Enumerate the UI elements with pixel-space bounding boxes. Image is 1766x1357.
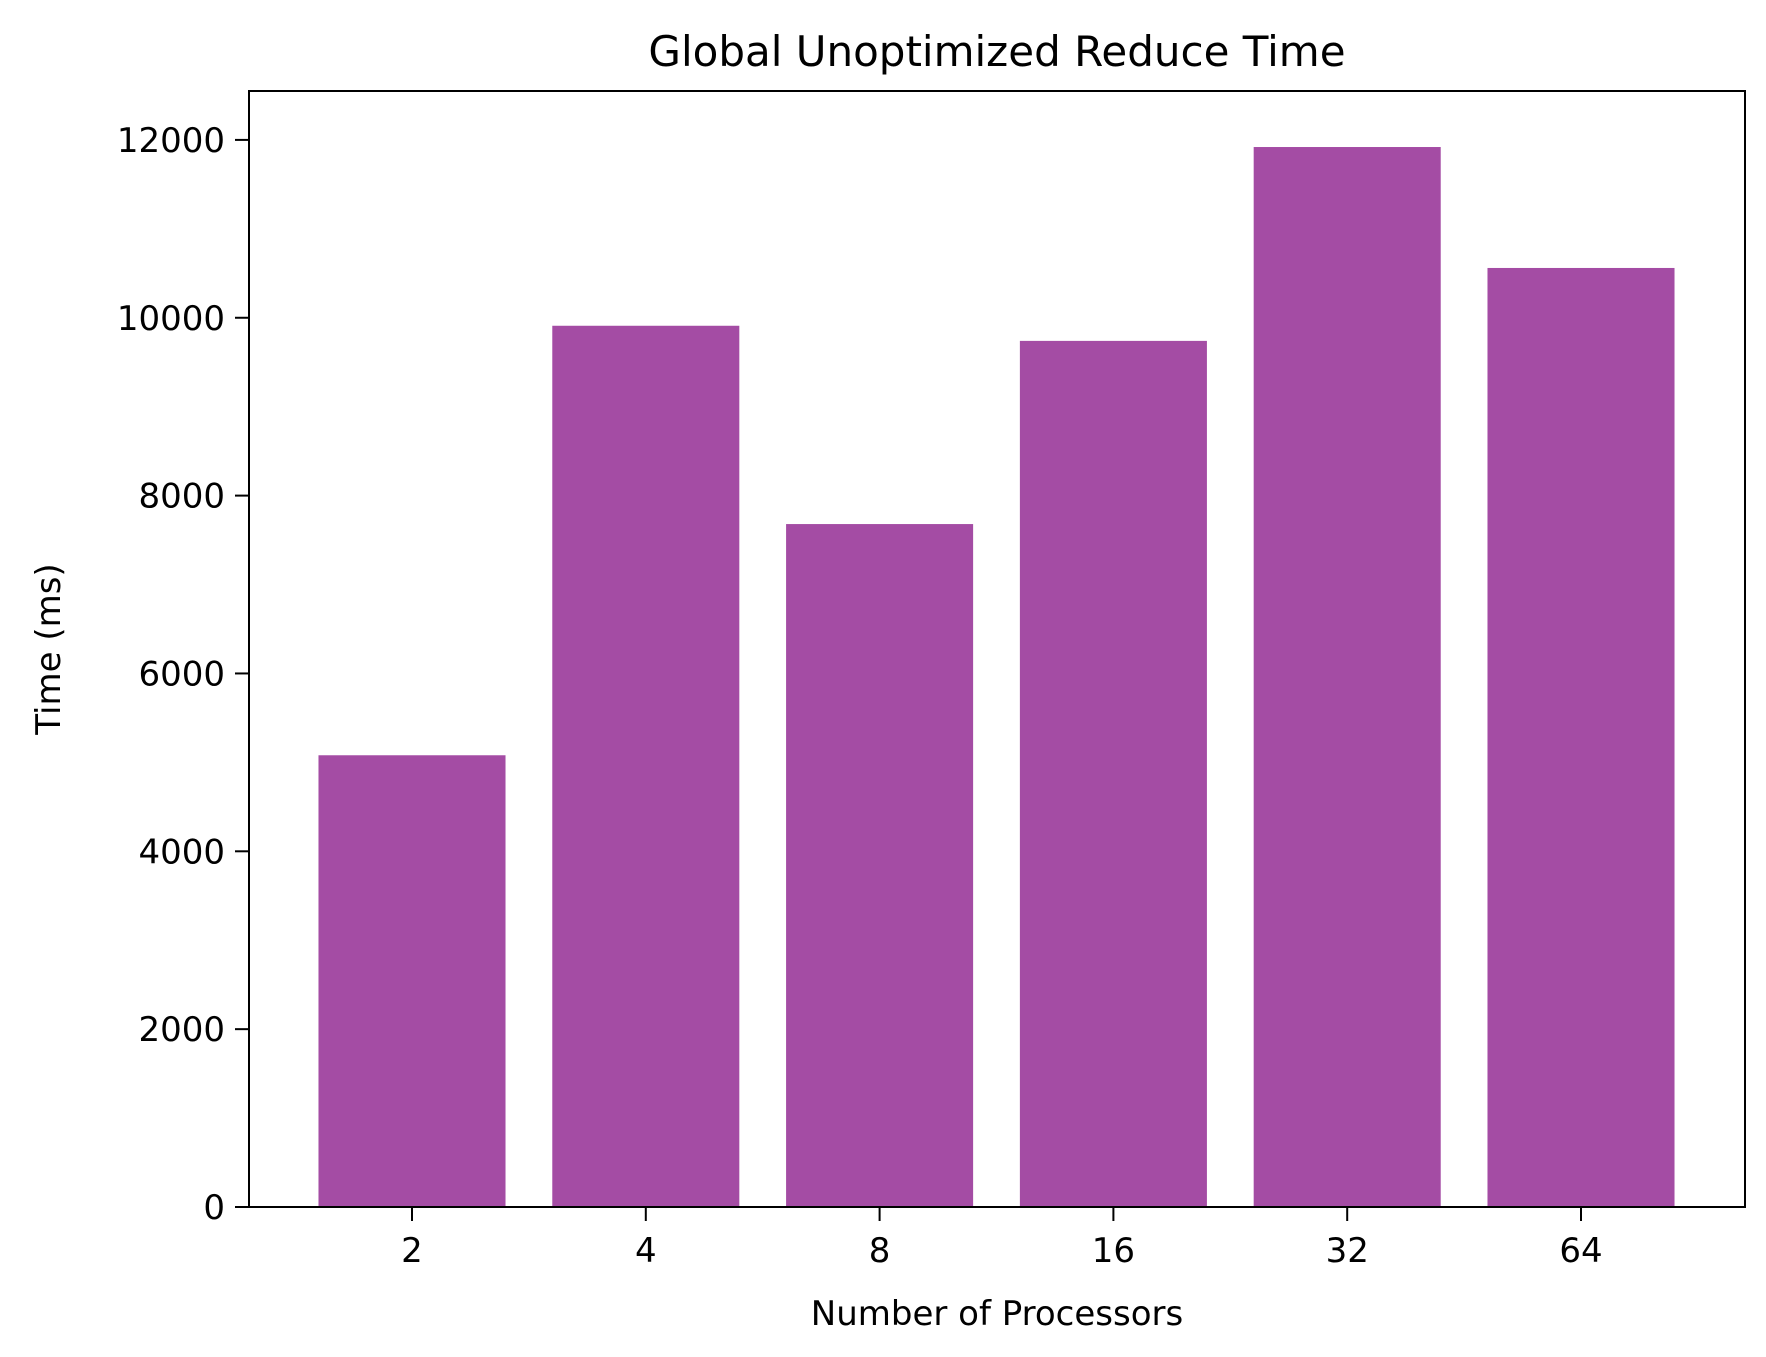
y-tick-label: 8000 bbox=[138, 477, 225, 517]
bar-32 bbox=[1253, 147, 1441, 1207]
x-tick-label: 8 bbox=[869, 1231, 891, 1271]
x-tick-label: 16 bbox=[1092, 1231, 1135, 1271]
plot-frame bbox=[248, 90, 1746, 1208]
bars-group bbox=[318, 147, 1675, 1208]
y-axis-label: Time (ms) bbox=[29, 563, 69, 735]
bar-2 bbox=[318, 755, 506, 1207]
y-tick-label: 10000 bbox=[117, 299, 225, 339]
bar-16 bbox=[1019, 340, 1207, 1207]
x-tick-label: 4 bbox=[635, 1231, 657, 1271]
x-axis-label: Number of Processors bbox=[811, 1294, 1183, 1334]
x-tick-label: 2 bbox=[401, 1231, 423, 1271]
y-tick-label: 0 bbox=[203, 1188, 225, 1228]
x-axis-ticks: 2 4 8 16 32 64 bbox=[401, 1207, 1603, 1271]
y-tick-label: 2000 bbox=[138, 1010, 225, 1050]
y-tick-label: 12000 bbox=[117, 121, 225, 161]
bar-4 bbox=[552, 325, 740, 1207]
y-axis-ticks: 0 2000 4000 6000 8000 10000 12000 bbox=[117, 121, 249, 1228]
bar-64 bbox=[1487, 267, 1675, 1208]
y-tick-label: 6000 bbox=[138, 654, 225, 694]
y-tick-label: 4000 bbox=[138, 832, 225, 872]
chart-title: Global Unoptimized Reduce Time bbox=[648, 27, 1345, 76]
x-tick-label: 64 bbox=[1559, 1231, 1602, 1271]
bar-8 bbox=[786, 524, 974, 1207]
x-tick-label: 32 bbox=[1326, 1231, 1369, 1271]
